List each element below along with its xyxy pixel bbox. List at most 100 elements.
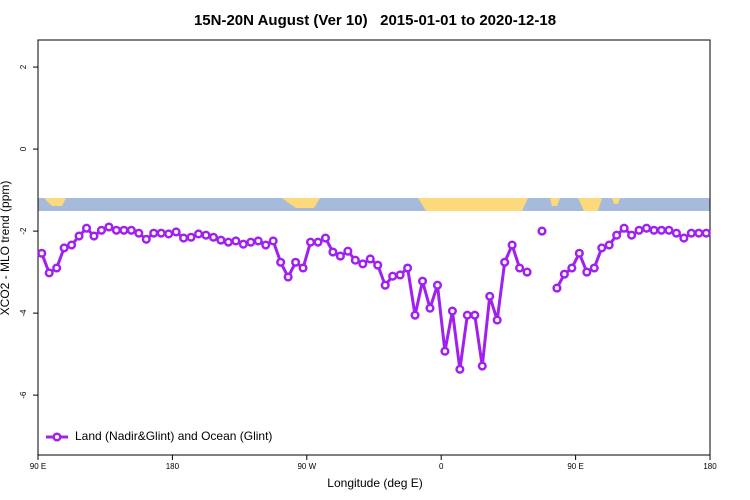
data-point xyxy=(141,234,151,244)
data-point xyxy=(149,228,159,238)
data-point xyxy=(111,225,121,235)
data-point xyxy=(671,228,681,238)
x-tick-label: 180 xyxy=(703,462,717,471)
data-point xyxy=(373,260,383,270)
data-point xyxy=(574,248,584,258)
data-point xyxy=(52,263,62,273)
data-point xyxy=(223,237,233,247)
data-point xyxy=(641,223,652,233)
data-point xyxy=(81,223,92,233)
x-tick-label: 90 W xyxy=(297,462,316,471)
y-tick-label: 2 xyxy=(19,64,28,69)
chart-title: 15N-20N August (Ver 10) 2015-01-01 to 20… xyxy=(194,12,556,29)
data-point xyxy=(67,240,77,250)
data-point xyxy=(649,225,659,235)
data-point xyxy=(477,361,487,371)
data-point xyxy=(59,243,69,253)
data-point xyxy=(432,280,443,290)
y-tick-label: 0 xyxy=(19,146,28,151)
data-point xyxy=(417,276,428,286)
data-point xyxy=(470,310,480,320)
data-point xyxy=(96,225,107,235)
data-point xyxy=(627,230,637,240)
data-point xyxy=(582,267,592,277)
data-point xyxy=(134,228,144,238)
data-point xyxy=(335,251,345,261)
data-point xyxy=(403,263,413,273)
data-point xyxy=(44,268,54,278)
plot-frame xyxy=(37,39,711,456)
data-point xyxy=(268,236,278,246)
data-point xyxy=(276,257,286,267)
data-point xyxy=(507,240,517,250)
data-point xyxy=(283,272,293,282)
data-point xyxy=(686,228,696,238)
y-axis-label: XCO2 - MLO trend (ppm) xyxy=(0,181,12,316)
data-point xyxy=(74,231,84,241)
data-point xyxy=(515,263,525,273)
data-point xyxy=(358,259,368,269)
data-point xyxy=(126,225,136,235)
data-point xyxy=(440,346,450,356)
data-point xyxy=(89,231,99,241)
data-point xyxy=(492,315,502,325)
data-point xyxy=(261,240,271,250)
data-point xyxy=(313,237,323,247)
data-point xyxy=(455,364,465,374)
data-point xyxy=(186,232,196,242)
x-tick-label: 0 xyxy=(439,462,444,471)
data-point xyxy=(395,270,405,280)
data-point xyxy=(350,255,360,265)
data-point xyxy=(485,291,495,301)
data-point xyxy=(246,237,256,247)
data-point xyxy=(179,233,189,243)
data-point xyxy=(291,257,301,267)
data-point xyxy=(559,269,569,279)
data-point xyxy=(597,243,607,253)
legend-marker xyxy=(52,432,62,442)
data-point xyxy=(500,257,510,267)
data-point xyxy=(253,236,263,246)
data-point xyxy=(679,233,689,243)
data-point xyxy=(619,223,629,233)
data-point xyxy=(37,248,47,258)
data-point xyxy=(164,229,174,239)
data-point xyxy=(156,228,166,238)
data-point xyxy=(634,225,644,235)
legend-label: Land (Nadir&Glint) and Ocean (Glint) xyxy=(75,429,272,443)
data-point xyxy=(567,263,577,273)
data-point xyxy=(552,283,562,293)
data-point xyxy=(305,237,316,247)
data-point xyxy=(522,267,532,277)
data-point xyxy=(612,230,622,240)
data-point xyxy=(425,303,435,313)
y-tick-label: -2 xyxy=(19,227,28,235)
data-point xyxy=(119,225,129,235)
data-point xyxy=(328,247,338,257)
data-point xyxy=(589,263,599,273)
data-point xyxy=(343,246,353,256)
data-point xyxy=(104,222,114,232)
data-point xyxy=(216,235,226,245)
data-point xyxy=(604,240,614,250)
map-strip xyxy=(38,198,710,211)
data-point xyxy=(410,310,420,320)
data-point xyxy=(201,230,211,240)
x-tick-label: 180 xyxy=(166,462,180,471)
data-point xyxy=(193,229,204,239)
x-tick-label: 90 E xyxy=(30,462,46,471)
data-point xyxy=(447,306,457,316)
data-point xyxy=(388,271,398,281)
y-tick-label: -4 xyxy=(19,309,28,317)
data-point xyxy=(365,254,375,264)
x-tick-label: 90 E xyxy=(567,462,583,471)
data-point xyxy=(238,239,248,249)
data-point xyxy=(462,310,472,320)
data-point xyxy=(664,225,674,235)
data-point xyxy=(171,227,181,237)
data-point xyxy=(231,236,241,246)
data-point xyxy=(656,225,667,235)
data-point xyxy=(298,263,308,273)
data-point xyxy=(320,233,331,243)
